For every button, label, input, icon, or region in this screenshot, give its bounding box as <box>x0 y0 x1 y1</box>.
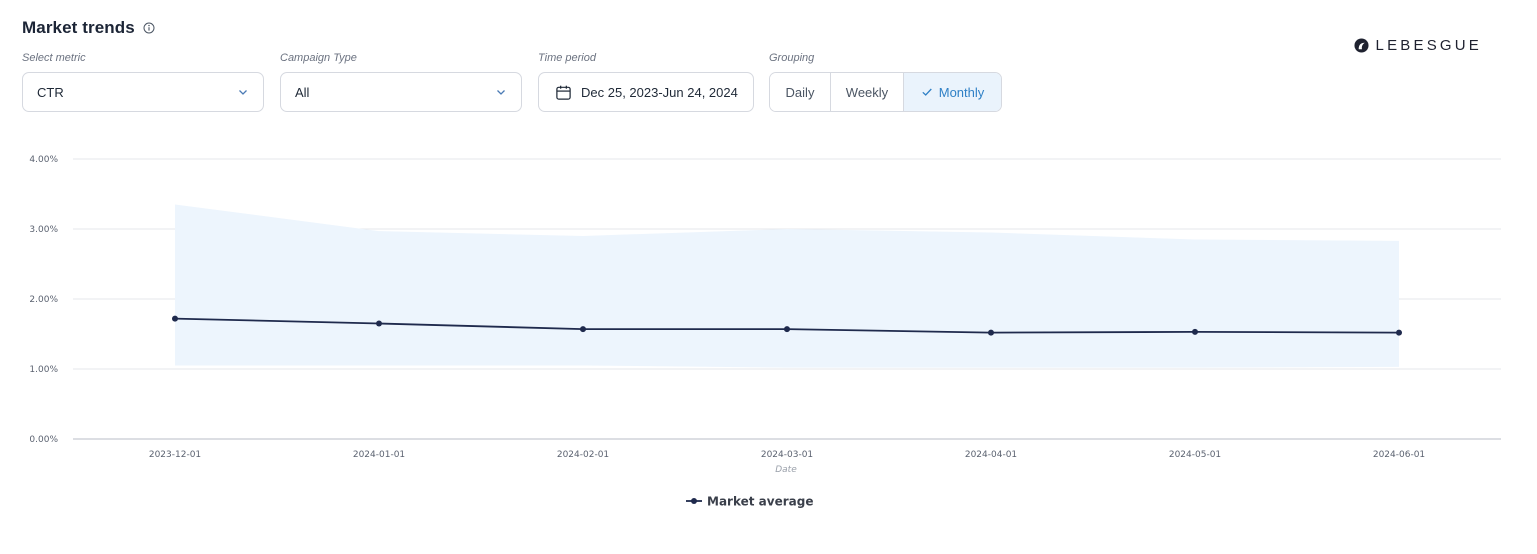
campaign-type-label: Campaign Type <box>280 52 357 64</box>
date-range-value: Dec 25, 2023-Jun 24, 2024 <box>581 84 738 100</box>
grouping-daily-button[interactable]: Daily <box>770 73 831 111</box>
x-tick-label: 2023-12-01 <box>149 450 201 460</box>
x-axis-ticks: 2023-12-01 2024-01-01 2024-02-01 2024-03-01… <box>149 450 1425 460</box>
x-tick-label: 2024-05-01 <box>1169 450 1221 460</box>
info-icon[interactable] <box>143 22 155 34</box>
grouping-daily-label: Daily <box>785 84 815 100</box>
y-tick-label: 1.00% <box>29 365 58 375</box>
grouping-toggle: Daily Weekly Monthly <box>769 72 1002 112</box>
data-point[interactable] <box>1192 328 1198 335</box>
legend-label-market-average: Market average <box>707 495 813 509</box>
data-points <box>172 315 1402 336</box>
data-point[interactable] <box>988 329 994 336</box>
grouping-monthly-label: Monthly <box>938 84 985 100</box>
check-icon <box>922 88 932 96</box>
logo-text: LEBESGUE <box>1375 37 1482 54</box>
header: Market trends <box>22 18 155 38</box>
data-point[interactable] <box>172 315 178 322</box>
grouping-control: Grouping Daily Weekly Monthly <box>769 52 1002 112</box>
y-tick-label: 4.00% <box>29 155 58 165</box>
data-point[interactable] <box>1396 329 1402 336</box>
data-point[interactable] <box>376 320 382 327</box>
metric-label: Select metric <box>22 52 86 64</box>
campaign-type-value: All <box>295 84 310 100</box>
page-title: Market trends <box>22 18 135 37</box>
metric-control: Select metric CTR <box>22 52 264 112</box>
grouping-weekly-button[interactable]: Weekly <box>831 73 904 111</box>
y-tick-label: 0.00% <box>29 435 58 445</box>
brand-logo: LEBESGUE <box>1354 37 1482 54</box>
x-tick-label: 2024-04-01 <box>965 450 1017 460</box>
grouping-weekly-label: Weekly <box>845 84 889 100</box>
legend-marker <box>691 498 697 504</box>
time-period-control: Time period Dec 25, 2023-Jun 24, 2024 <box>538 52 754 112</box>
x-tick-label: 2024-01-01 <box>353 450 405 460</box>
chevron-down-icon <box>497 90 505 95</box>
x-tick-label: 2024-02-01 <box>557 450 609 460</box>
campaign-type-select[interactable]: All <box>280 72 522 112</box>
x-tick-label: 2024-03-01 <box>761 450 813 460</box>
chevron-down-icon <box>239 90 247 95</box>
logo-icon <box>1354 38 1369 53</box>
grouping-label: Grouping <box>769 52 815 64</box>
campaign-type-control: Campaign Type All <box>280 52 522 112</box>
legend[interactable]: Market average <box>686 495 813 509</box>
time-period-label: Time period <box>538 52 596 64</box>
y-tick-label: 2.00% <box>29 295 58 305</box>
data-point[interactable] <box>784 326 790 333</box>
calendar-icon <box>556 85 571 100</box>
x-axis-title: Date <box>775 465 797 475</box>
grouping-monthly-button[interactable]: Monthly <box>904 73 1001 111</box>
metric-value: CTR <box>37 84 64 100</box>
date-range-picker[interactable]: Dec 25, 2023-Jun 24, 2024 <box>538 72 754 112</box>
x-tick-label: 2024-06-01 <box>1373 450 1425 460</box>
metric-select[interactable]: CTR <box>22 72 264 112</box>
y-tick-label: 3.00% <box>29 225 58 235</box>
data-point[interactable] <box>580 326 586 333</box>
y-axis-ticks: 0.00% 1.00% 2.00% 3.00% 4.00% <box>29 155 58 445</box>
